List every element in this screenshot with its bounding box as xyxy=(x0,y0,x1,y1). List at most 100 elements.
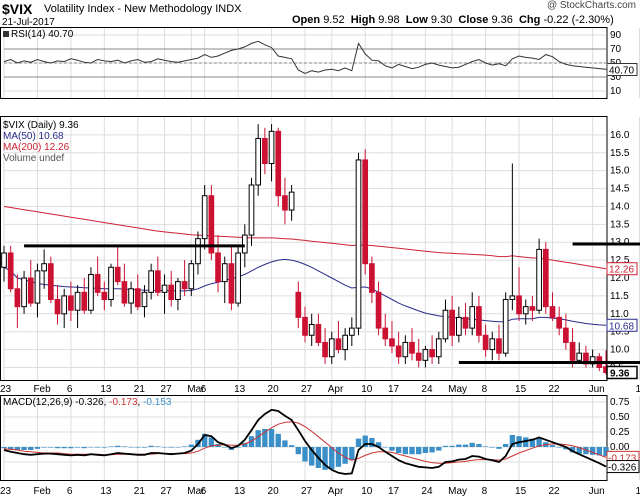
x-tick-label: 27 xyxy=(161,486,173,497)
macd-histogram-bar xyxy=(563,447,569,450)
stockcharts-credit[interactable]: @ StockCharts.com xyxy=(546,0,636,11)
ma50-last-value: 10.68 xyxy=(609,321,634,332)
volume-legend: Volume undef xyxy=(3,153,65,164)
x-tick-label: 21 xyxy=(134,486,146,497)
x-tick-label: Mar xyxy=(187,384,205,395)
candle-up xyxy=(175,281,181,300)
candle-up xyxy=(355,159,362,329)
macd-histogram-bar xyxy=(175,447,181,448)
candle-down xyxy=(262,137,268,165)
macd-histogram-bar xyxy=(208,437,215,447)
price-y-tick: 10.5 xyxy=(610,327,630,338)
macd-histogram-bar xyxy=(1,447,7,449)
candle-down xyxy=(549,306,556,318)
macd-histogram-bar xyxy=(235,447,241,448)
x-tick-label: Apr xyxy=(328,384,344,395)
macd-y-tick: 0.25 xyxy=(610,427,630,438)
candle-down xyxy=(14,288,21,308)
price-y-tick: 12.5 xyxy=(610,255,630,266)
ma200-line xyxy=(3,206,607,270)
candle-down xyxy=(121,281,128,304)
candle-down xyxy=(181,281,188,290)
candle-down xyxy=(369,263,375,293)
macd-histogram-bar xyxy=(442,445,449,447)
macd-histogram-bar xyxy=(309,447,315,466)
macd-histogram-bar xyxy=(335,447,342,467)
macd-histogram-bar xyxy=(302,447,308,462)
macd-histogram-bar xyxy=(222,447,228,448)
macd-histogram-bar xyxy=(422,447,429,453)
quote-date: 21-Jul-2017 xyxy=(2,17,55,28)
macd-histogram-bar xyxy=(181,446,188,447)
macd-line xyxy=(3,408,607,475)
price-panel-frame xyxy=(0,116,608,381)
macd-histogram-bar xyxy=(556,447,562,448)
candle-up xyxy=(235,252,241,304)
macd-histogram-bar xyxy=(362,435,368,447)
macd-y-tick: 0.00 xyxy=(610,442,630,453)
x-tick-label: 6 xyxy=(67,486,73,497)
macd-histogram-bar xyxy=(369,438,375,447)
x-tick-label: 10 xyxy=(361,486,373,497)
candle-up xyxy=(435,338,442,358)
macd-histogram-bar xyxy=(549,445,556,447)
macd-histogram-bar xyxy=(8,447,14,450)
macd-histogram-bar xyxy=(589,447,596,455)
macd-histogram-bar xyxy=(128,447,134,448)
macd-histogram-bar xyxy=(449,445,455,447)
macd-histogram-bar xyxy=(523,437,529,447)
candle-down xyxy=(155,270,161,293)
macd-histogram-bar xyxy=(436,447,442,451)
macd-histogram-bar xyxy=(482,446,489,447)
candle-up xyxy=(308,324,315,336)
macd-histogram-bar xyxy=(101,447,108,448)
x-tick-label: Jun xyxy=(589,486,605,497)
candle-up xyxy=(201,195,208,240)
macd-histogram-bar xyxy=(94,447,101,448)
macd-histogram-bar xyxy=(583,447,589,455)
macd-last-box xyxy=(606,460,640,474)
candle-down xyxy=(215,252,221,283)
x-tick-label: 15 xyxy=(515,384,527,395)
macd-histogram-bar xyxy=(148,445,154,447)
x-tick-label: 17 xyxy=(388,384,400,395)
macd-histogram-bar xyxy=(68,447,74,449)
candle-down xyxy=(556,316,563,329)
macd-histogram-bar xyxy=(462,444,469,447)
change-value: -0.22 (-2.30%) xyxy=(543,14,614,26)
ohlc-summary: Open 9.52 High 9.98 Low 9.30 Close 9.36 … xyxy=(292,14,614,26)
macd-histogram-bar xyxy=(14,447,21,450)
candle-up xyxy=(188,263,195,290)
price-y-tick: 15.5 xyxy=(610,148,630,159)
candle-up xyxy=(34,270,41,304)
x-tick-label: 13 xyxy=(100,384,112,395)
macd-histogram-bar xyxy=(395,447,402,453)
candle-down xyxy=(529,306,536,311)
rsi-y-tick: 70 xyxy=(610,44,622,55)
macd-histogram-bar xyxy=(74,447,81,448)
x-tick-label: 13 xyxy=(234,384,246,395)
rsi-line xyxy=(3,40,613,75)
x-tick-label: 23 xyxy=(0,486,12,497)
macd-histogram-bar xyxy=(282,440,288,447)
macd-histogram-bar xyxy=(275,433,281,447)
x-tick-label: 6 xyxy=(67,384,73,395)
x-tick-label: 21 xyxy=(134,384,146,395)
macd-histogram-bar xyxy=(141,447,148,448)
price-y-tick: 14.0 xyxy=(610,201,630,212)
candle-up xyxy=(141,291,148,308)
x-tick-label: Jun xyxy=(589,384,605,395)
x-tick-label: Apr xyxy=(328,486,344,497)
candle-up xyxy=(469,306,476,329)
candle-down xyxy=(542,248,549,308)
candle-down xyxy=(389,338,395,347)
macd-histogram-bar xyxy=(596,447,602,456)
x-tick-label: May xyxy=(448,486,467,497)
candle-up xyxy=(576,352,583,361)
macd-y-tick: 0.50 xyxy=(610,412,630,423)
macd-histogram-bar xyxy=(188,444,194,447)
candle-down xyxy=(47,263,54,300)
macd-histogram-bar xyxy=(322,447,328,470)
macd-histogram-bar xyxy=(603,447,609,457)
x-tick-label: 20 xyxy=(268,384,280,395)
